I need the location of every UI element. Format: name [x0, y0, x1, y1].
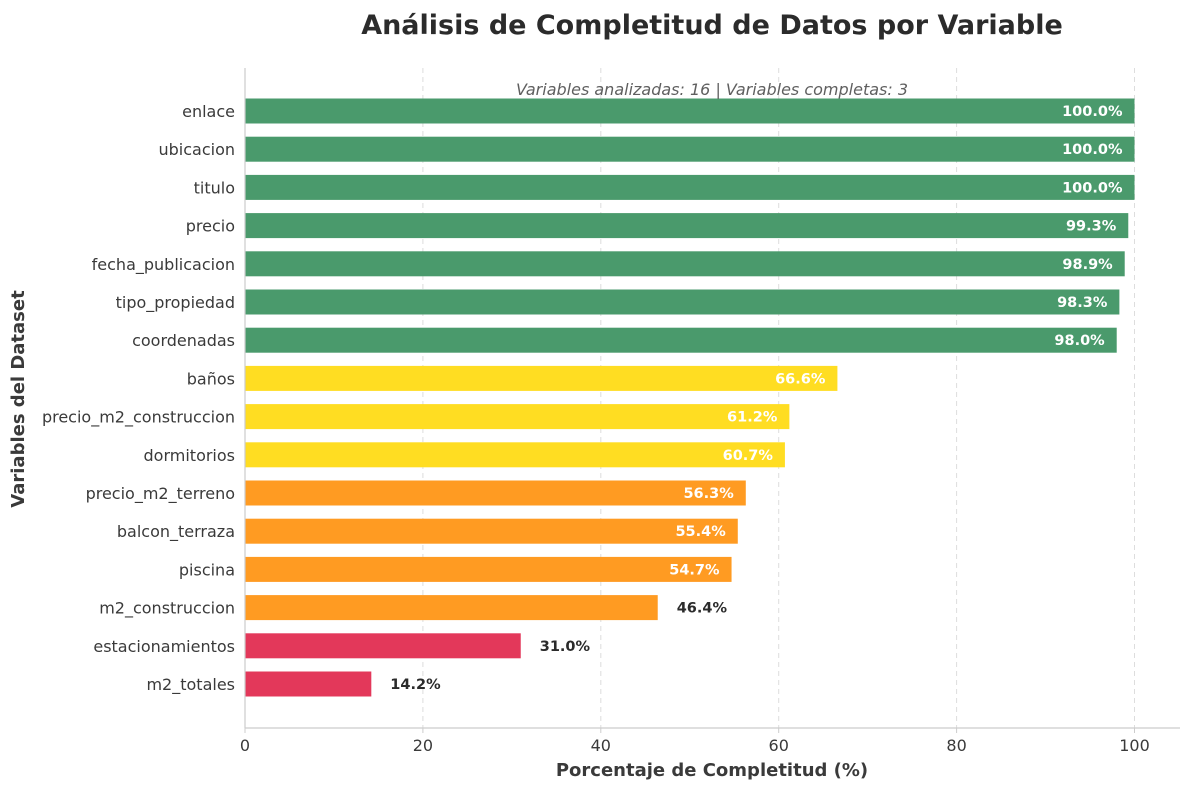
x-tick-label: 0	[240, 736, 250, 755]
bar	[245, 251, 1125, 277]
axes	[244, 68, 1180, 729]
bar	[245, 98, 1135, 124]
bar	[245, 327, 1117, 353]
data-label: 46.4%	[677, 601, 728, 617]
bar	[245, 365, 838, 391]
bar	[245, 213, 1129, 239]
data-label: 31.0%	[540, 639, 591, 655]
data-label: 98.9%	[1062, 257, 1113, 273]
category-label: fecha_publicacion	[92, 255, 235, 275]
x-axis-label: Porcentaje de Completitud (%)	[556, 760, 868, 781]
bar	[245, 671, 372, 697]
data-label: 54.7%	[669, 562, 720, 578]
bar	[245, 633, 521, 659]
chart-title: Análisis de Completitud de Datos por Var…	[361, 10, 1063, 41]
y-axis-label: Variables del Dataset	[8, 290, 29, 508]
x-tick-label: 40	[591, 736, 611, 755]
bars	[245, 98, 1135, 697]
data-label: 14.2%	[390, 677, 441, 693]
bar	[245, 404, 790, 430]
category-label: precio_m2_terreno	[86, 484, 235, 504]
category-label: coordenadas	[132, 331, 235, 350]
data-label: 98.3%	[1057, 295, 1108, 311]
category-label: ubicacion	[158, 140, 235, 159]
bar	[245, 556, 732, 582]
bar	[245, 289, 1120, 315]
bar	[245, 174, 1135, 200]
bar	[245, 136, 1135, 162]
data-label: 98.0%	[1054, 333, 1105, 349]
data-label: 99.3%	[1066, 219, 1117, 235]
category-label: dormitorios	[144, 446, 235, 465]
x-tick-label: 100	[1119, 736, 1150, 755]
category-label: balcon_terraza	[117, 522, 235, 542]
category-labels: enlace ubicacion titulo precio fecha_publica…	[42, 102, 235, 695]
data-label: 55.4%	[675, 524, 726, 540]
x-tick-label: 60	[769, 736, 789, 755]
grid-lines	[422, 68, 1135, 728]
data-label: 100.0%	[1062, 142, 1123, 158]
data-label: 66.6%	[775, 371, 826, 387]
value-labels: 100.0% 100.0% 100.0% 99.3% 98.9% 98.3% 98.0% 66…	[390, 104, 1123, 693]
category-label: piscina	[179, 560, 235, 579]
x-tick-label: 80	[946, 736, 966, 755]
bar	[245, 480, 746, 506]
data-label: 100.0%	[1062, 104, 1123, 120]
bar	[245, 518, 738, 544]
data-label: 56.3%	[683, 486, 734, 502]
data-label: 100.0%	[1062, 180, 1123, 196]
x-ticks: 0 20 40 60 80 100	[240, 728, 1150, 755]
bar	[245, 442, 785, 468]
category-label: m2_construccion	[99, 599, 235, 619]
category-label: precio_m2_construccion	[42, 408, 235, 428]
x-tick-label: 20	[413, 736, 433, 755]
category-label: tipo_propiedad	[116, 293, 235, 313]
data-label: 60.7%	[723, 448, 774, 464]
category-label: m2_totales	[146, 675, 235, 695]
chart-subtitle: Variables analizadas: 16 | Variables com…	[516, 80, 908, 99]
category-label: baños	[187, 369, 235, 388]
data-label: 61.2%	[727, 410, 778, 426]
category-label: estacionamientos	[93, 637, 235, 656]
category-label: titulo	[194, 178, 235, 197]
category-label: enlace	[182, 102, 235, 121]
category-label: precio	[186, 217, 235, 236]
bar	[245, 595, 658, 621]
